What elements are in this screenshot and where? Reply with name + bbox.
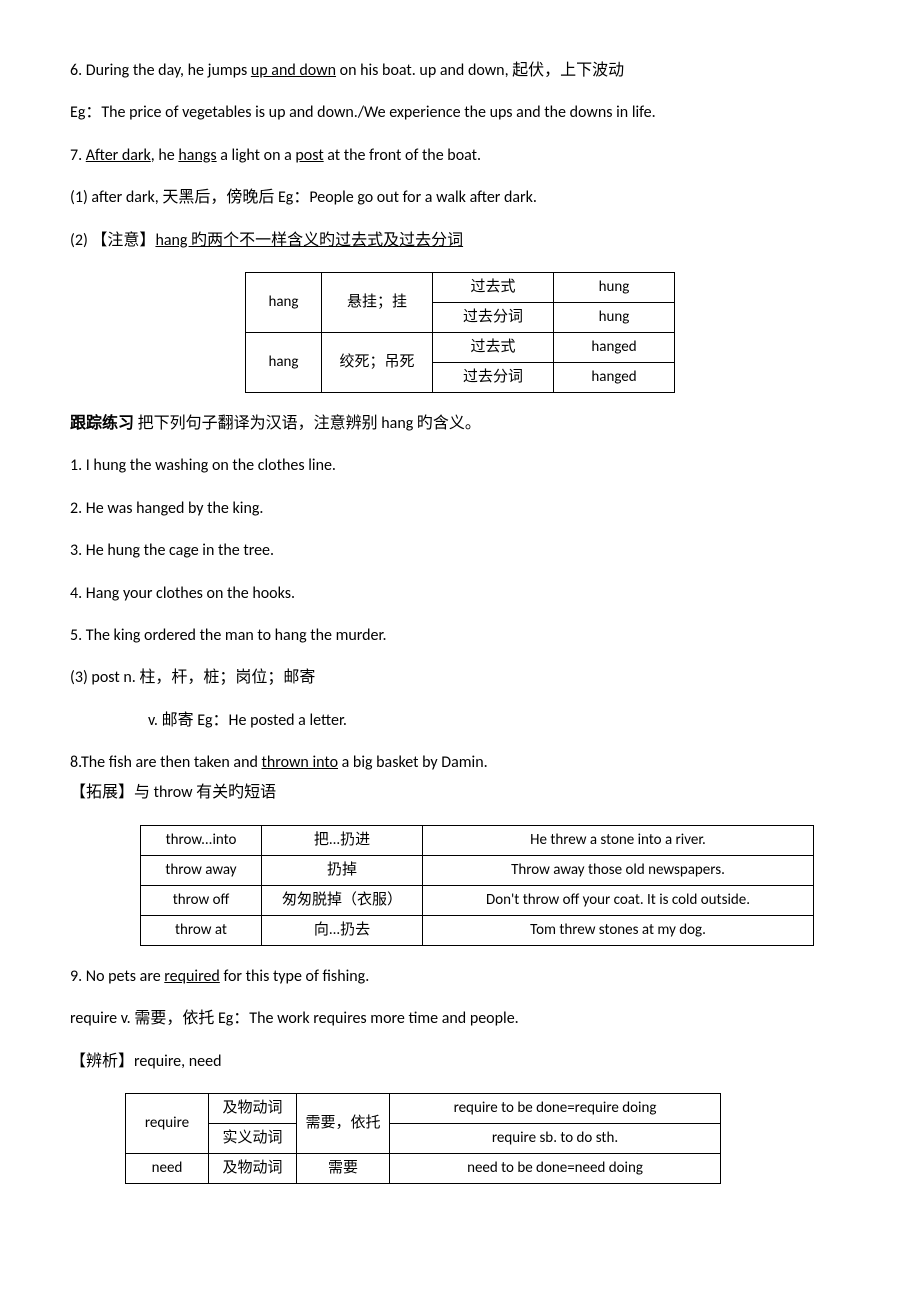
- line-8-post: a big basket by Damin.: [338, 753, 488, 772]
- hang-r2-c4: hung: [554, 302, 675, 332]
- hang-row-3: hang 绞死；吊死 过去式 hanged: [246, 332, 675, 362]
- require-row-2: 实义动词 require sb. to do sth.: [126, 1124, 721, 1154]
- line-7-sub1: (1) after dark, 天黑后，傍晚后 Eg：People go out…: [70, 187, 850, 209]
- throw-r1-c3: He threw a stone into a river.: [423, 825, 814, 855]
- require-r1-c2: 及物动词: [209, 1094, 297, 1124]
- throw-row-2: throw away 扔掉 Throw away those old newsp…: [141, 855, 814, 885]
- require-r1-c3: 需要，依托: [297, 1094, 390, 1154]
- require-r1-c1: require: [126, 1094, 209, 1154]
- hang-r1-c1: hang: [246, 272, 322, 332]
- line-7-sub2-u: hang 旳两个不一样含义旳过去式及过去分词: [155, 231, 463, 250]
- line-9-pre: 9. No pets are: [70, 967, 164, 986]
- line-8: 8.The fish are then taken and thrown int…: [70, 752, 850, 774]
- line-6-pre: 6. During the day, he jumps: [70, 61, 251, 80]
- line-9-c: 【辨析】require, need: [70, 1051, 850, 1073]
- line-7-p2: , he: [151, 146, 179, 165]
- line-9: 9. No pets are required for this type of…: [70, 966, 850, 988]
- tp-3: 3. He hung the cage in the tree.: [70, 540, 850, 562]
- require-r2-c2: 实义动词: [209, 1124, 297, 1154]
- throw-row-1: throw...into 把...扔进 He threw a stone int…: [141, 825, 814, 855]
- throw-r4-c1: throw at: [141, 915, 262, 945]
- throw-r4-c2: 向...扔去: [262, 915, 423, 945]
- throw-r2-c1: throw away: [141, 855, 262, 885]
- throw-r3-c2: 匆匆脱掉（衣服）: [262, 885, 423, 915]
- line-7-sub2: (2) 【注意】hang 旳两个不一样含义旳过去式及过去分词: [70, 230, 850, 252]
- track-practice-bold: 跟踪练习: [70, 414, 134, 433]
- hang-r3-c2: 绞死；吊死: [322, 332, 433, 392]
- track-practice-heading: 跟踪练习 把下列句子翻译为汉语，注意辨别 hang 旳含义。: [70, 413, 850, 435]
- line-9-u: required: [164, 967, 220, 986]
- tp-4: 4. Hang your clothes on the hooks.: [70, 583, 850, 605]
- line-7-u3: post: [295, 146, 323, 165]
- tp-2: 2. He was hanged by the king.: [70, 498, 850, 520]
- throw-table: throw...into 把...扔进 He threw a stone int…: [140, 825, 814, 946]
- throw-r2-c3: Throw away those old newspapers.: [423, 855, 814, 885]
- line-8-ext: 【拓展】与 throw 有关旳短语: [70, 782, 850, 804]
- line-7-p1: 7.: [70, 146, 86, 165]
- hang-row-1: hang 悬挂；挂 过去式 hung: [246, 272, 675, 302]
- hang-r1-c2: 悬挂；挂: [322, 272, 433, 332]
- throw-row-3: throw off 匆匆脱掉（衣服） Don't throw off your …: [141, 885, 814, 915]
- throw-r1-c1: throw...into: [141, 825, 262, 855]
- require-r1-c4: require to be done=require doing: [390, 1094, 721, 1124]
- throw-r3-c1: throw off: [141, 885, 262, 915]
- line-7-u2: hangs: [178, 146, 216, 165]
- require-row-1: require 及物动词 需要，依托 require to be done=re…: [126, 1094, 721, 1124]
- tp-5: 5. The king ordered the man to hang the …: [70, 625, 850, 647]
- line-7-u1: After dark: [86, 146, 151, 165]
- hang-r3-c4: hanged: [554, 332, 675, 362]
- throw-r3-c3: Don't throw off your coat. It is cold ou…: [423, 885, 814, 915]
- line-9-b: require v. 需要，依托 Eg：The work requires mo…: [70, 1008, 850, 1030]
- tp-1: 1. I hung the washing on the clothes lin…: [70, 455, 850, 477]
- throw-r2-c2: 扔掉: [262, 855, 423, 885]
- line-6-underline: up and down: [251, 61, 336, 80]
- line-6-post: on his boat. up and down, 起伏，上下波动: [336, 61, 624, 80]
- throw-r1-c2: 把...扔进: [262, 825, 423, 855]
- line-8-pre: 8.The fish are then taken and: [70, 753, 262, 772]
- track-practice-rest: 把下列句子翻译为汉语，注意辨别 hang 旳含义。: [134, 414, 481, 433]
- line-7: 7. After dark, he hangs a light on a pos…: [70, 145, 850, 167]
- hang-r2-c3: 过去分词: [433, 302, 554, 332]
- line-7-sub2-pre: (2) 【注意】: [70, 231, 155, 250]
- require-r3-c3: 需要: [297, 1154, 390, 1184]
- require-r3-c2: 及物动词: [209, 1154, 297, 1184]
- line-7-p4: at the front of the boat.: [324, 146, 481, 165]
- hang-r1-c4: hung: [554, 272, 675, 302]
- line-6-example: Eg：The price of vegetables is up and dow…: [70, 102, 850, 124]
- hang-r4-c3: 过去分词: [433, 362, 554, 392]
- require-r3-c1: need: [126, 1154, 209, 1184]
- line-6: 6. During the day, he jumps up and down …: [70, 60, 850, 82]
- line-8-u: thrown into: [262, 753, 339, 772]
- line-9-post: for this type of fishing.: [220, 967, 369, 986]
- hang-r1-c3: 过去式: [433, 272, 554, 302]
- throw-row-4: throw at 向...扔去 Tom threw stones at my d…: [141, 915, 814, 945]
- require-table: require 及物动词 需要，依托 require to be done=re…: [125, 1093, 721, 1184]
- line-7-sub3b: v. 邮寄 Eg：He posted a letter.: [70, 710, 850, 732]
- require-r2-c4: require sb. to do sth.: [390, 1124, 721, 1154]
- hang-table: hang 悬挂；挂 过去式 hung 过去分词 hung hang 绞死；吊死 …: [245, 272, 675, 393]
- hang-r3-c1: hang: [246, 332, 322, 392]
- require-row-3: need 及物动词 需要 need to be done=need doing: [126, 1154, 721, 1184]
- throw-r4-c3: Tom threw stones at my dog.: [423, 915, 814, 945]
- hang-r4-c4: hanged: [554, 362, 675, 392]
- require-r3-c4: need to be done=need doing: [390, 1154, 721, 1184]
- hang-r3-c3: 过去式: [433, 332, 554, 362]
- line-7-p3: a light on a: [217, 146, 296, 165]
- line-7-sub3: (3) post n. 柱，杆，桩；岗位；邮寄: [70, 667, 850, 689]
